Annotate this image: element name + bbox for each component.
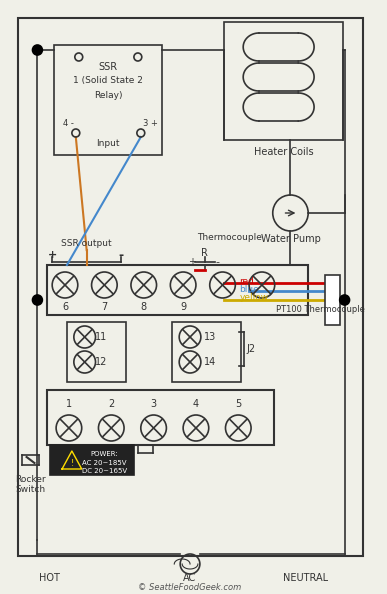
Text: R: R [201, 248, 208, 258]
Text: PT100 Thermocouple: PT100 Thermocouple [276, 305, 365, 314]
Circle shape [33, 295, 42, 305]
Text: +: + [48, 250, 57, 260]
Bar [172, 322, 241, 382]
Bar [325, 275, 340, 325]
Text: HOT: HOT [39, 573, 60, 583]
Text: red: red [239, 276, 254, 286]
Text: blue: blue [239, 285, 259, 293]
Text: Thermocouple: Thermocouple [197, 232, 262, 242]
Text: 1: 1 [66, 399, 72, 409]
Bar [224, 22, 342, 140]
Text: Relay): Relay) [94, 90, 123, 100]
Text: 11: 11 [95, 332, 108, 342]
Text: 4 -: 4 - [63, 118, 74, 128]
Bar [67, 322, 126, 382]
Text: J1: J1 [123, 458, 132, 468]
Bar [54, 45, 163, 155]
Text: +: + [188, 257, 196, 267]
Text: SSR: SSR [99, 62, 118, 72]
Text: NEUTRAL: NEUTRAL [283, 573, 328, 583]
Text: 12: 12 [95, 357, 108, 367]
Text: 6: 6 [62, 302, 68, 312]
Bar [50, 445, 134, 475]
Text: 1 (Solid State 2: 1 (Solid State 2 [74, 77, 143, 86]
Text: Rocker
Switch: Rocker Switch [15, 475, 46, 494]
Text: DC 20~165V: DC 20~165V [82, 468, 127, 474]
Text: 13: 13 [204, 332, 216, 342]
Text: 7: 7 [101, 302, 108, 312]
Text: 9: 9 [180, 302, 186, 312]
Text: POWER:: POWER: [91, 451, 118, 457]
Text: 2: 2 [108, 399, 115, 409]
Text: Water Pump: Water Pump [260, 234, 320, 244]
Text: AC 20~185V: AC 20~185V [82, 460, 127, 466]
Text: 4: 4 [193, 399, 199, 409]
Text: -: - [216, 257, 219, 267]
Text: 5: 5 [235, 399, 241, 409]
Text: 3: 3 [151, 399, 157, 409]
Circle shape [33, 45, 42, 55]
Text: !: ! [70, 459, 74, 467]
Bar [47, 390, 274, 445]
Text: 8: 8 [141, 302, 147, 312]
Bar [47, 265, 308, 315]
Text: -: - [118, 248, 124, 261]
Text: © SeattleFoodGeek.com: © SeattleFoodGeek.com [139, 583, 241, 592]
Text: AC: AC [183, 573, 197, 583]
Text: Heater Coils: Heater Coils [254, 147, 313, 157]
Text: yellow: yellow [239, 293, 269, 302]
Text: J2: J2 [247, 344, 256, 354]
Text: SSR output: SSR output [61, 239, 112, 248]
Text: Input: Input [97, 138, 120, 147]
Text: 14: 14 [204, 357, 216, 367]
Text: 3 +: 3 + [143, 118, 158, 128]
Circle shape [340, 295, 349, 305]
